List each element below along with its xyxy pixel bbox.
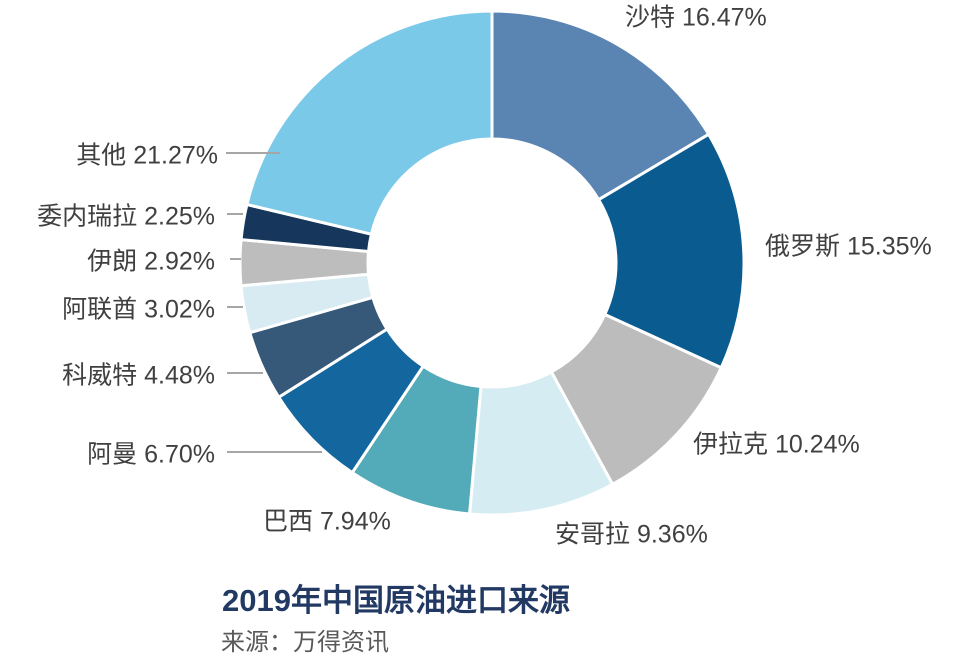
slice-label-uae: 阿联酋 3.02% [62,295,215,324]
pie-slice-other [245,9,494,237]
slice-label-other: 其他 21.27% [76,141,218,170]
slice-label-iraq: 伊拉克 10.24% [693,430,860,459]
slice-label-saudi-arabia: 沙特 16.47% [625,3,767,32]
slice-label-kuwait: 科威特 4.48% [62,361,215,390]
slice-label-brazil: 巴西 7.94% [263,507,391,536]
chart-source: 来源：万得资讯 [221,629,389,656]
slice-label-iran: 伊朗 2.92% [87,247,215,276]
pie-slice-russia [596,132,746,370]
pie-slice-saudi-arabia [490,9,711,202]
slice-label-angola: 安哥拉 9.36% [555,520,708,549]
slice-label-oman: 阿曼 6.70% [87,440,215,469]
chart-title: 2019年中国原油进口来源 [222,583,570,618]
slice-label-venezuela: 委内瑞拉 2.25% [37,202,215,231]
slice-label-russia: 俄罗斯 15.35% [765,232,932,261]
